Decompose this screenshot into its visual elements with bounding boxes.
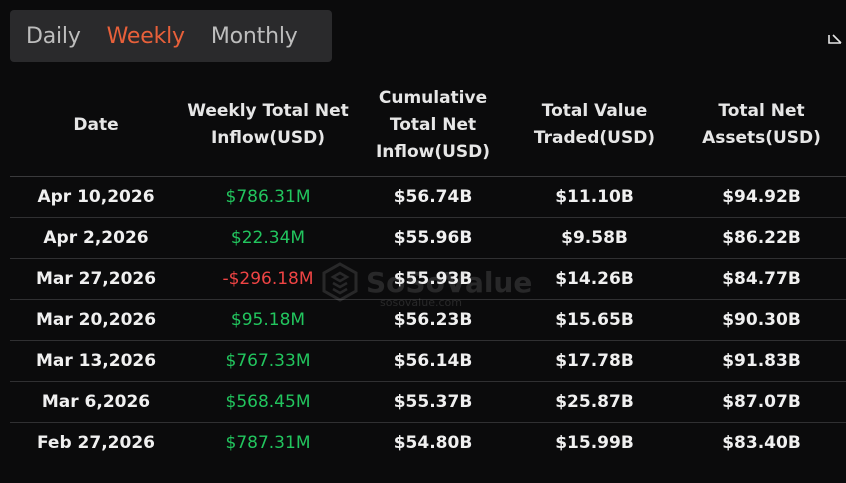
cell-cumulative-net-inflow: $54.80B [393, 433, 473, 453]
cell-total-value-traded: $14.26B [512, 258, 677, 300]
cell-date: Mar 20,2026 [10, 299, 182, 341]
cell-total-value-traded: $15.99B [555, 433, 634, 453]
cell-cumulative-net-inflow: $55.37B [354, 381, 512, 423]
cell-total-net-assets: $86.22B [677, 217, 846, 259]
cell-total-value-traded: $17.78B [512, 340, 677, 382]
table-row: Apr 10,2026 $786.31M $56.74B $11.10B $94.92B [10, 176, 846, 218]
table-row: Mar 27,2026 -$296.18M $55.93B $14.26B $84.77… [10, 258, 846, 300]
cell-total-net-assets: $91.83B [677, 340, 846, 382]
cell-total-net-assets: $87.07B [677, 381, 846, 423]
cell-weekly-net-inflow: $786.31M [182, 176, 354, 218]
cell-total-net-assets: $84.77B [677, 258, 846, 300]
cell-date: Mar 13,2026 [10, 340, 182, 382]
tab-weekly[interactable]: Weekly [106, 23, 185, 49]
cell-total-value-traded: $9.58B [512, 217, 677, 259]
expand-icon[interactable] [828, 30, 842, 44]
table-row: Mar 13,2026 $767.33M $56.14B $17.78B $91.83B [10, 340, 846, 382]
table-row: Apr 2,2026 $22.34M $55.96B $9.58B $86.22B [10, 217, 846, 259]
cell-weekly-net-inflow: $568.45M [182, 381, 354, 423]
cell-weekly-net-inflow: $95.18M [182, 299, 354, 341]
cell-weekly-net-inflow: $22.34M [182, 217, 354, 259]
tab-monthly[interactable]: Monthly [210, 23, 298, 49]
cell-total-value-traded: $15.65B [512, 299, 677, 341]
cell-weekly-net-inflow: $787.31M [225, 433, 311, 453]
header-total-value-traded: Total Value Traded(USD) [512, 74, 677, 177]
cell-date: Apr 10,2026 [10, 176, 182, 218]
header-date: Date [10, 74, 182, 177]
header-weekly-net-inflow: Weekly Total Net Inflow(USD) [182, 74, 354, 177]
cell-weekly-net-inflow: -$296.18M [182, 258, 354, 300]
cell-cumulative-net-inflow: $56.74B [354, 176, 512, 218]
etf-flow-table: Date Weekly Total Net Inflow(USD) Cumula… [10, 74, 846, 463]
tab-daily[interactable]: Daily [26, 23, 81, 49]
cell-date: Apr 2,2026 [10, 217, 182, 259]
cell-date: Feb 27,2026 [37, 433, 155, 453]
cell-total-value-traded: $25.87B [512, 381, 677, 423]
cell-cumulative-net-inflow: $55.96B [354, 217, 512, 259]
table-row: Mar 6,2026 $568.45M $55.37B $25.87B $87.07B [10, 381, 846, 423]
cell-total-value-traded: $11.10B [512, 176, 677, 218]
cell-total-net-assets: $83.40B [722, 433, 801, 453]
header-cumulative-net-inflow: Cumulative Total Net Inflow(USD) [354, 74, 512, 177]
cell-cumulative-net-inflow: $56.23B [354, 299, 512, 341]
table-row: Feb 27,2026 $787.31M $54.80B $15.99B $83.40B [10, 423, 846, 464]
cell-date: Mar 27,2026 [10, 258, 182, 300]
table-header-row: Date Weekly Total Net Inflow(USD) Cumula… [10, 74, 846, 177]
etf-flow-table-container: Date Weekly Total Net Inflow(USD) Cumula… [10, 74, 846, 463]
cell-cumulative-net-inflow: $56.14B [354, 340, 512, 382]
cell-cumulative-net-inflow: $55.93B [354, 258, 512, 300]
cell-date: Mar 6,2026 [10, 381, 182, 423]
cell-weekly-net-inflow: $767.33M [182, 340, 354, 382]
cell-total-net-assets: $94.92B [677, 176, 846, 218]
table-row: Mar 20,2026 $95.18M $56.23B $15.65B $90.30B [10, 299, 846, 341]
period-tab-bar: Daily Weekly Monthly [10, 10, 332, 62]
header-total-net-assets: Total Net Assets(USD) [677, 74, 846, 177]
cell-total-net-assets: $90.30B [677, 299, 846, 341]
